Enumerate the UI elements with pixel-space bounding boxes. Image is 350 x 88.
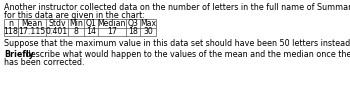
Text: 18: 18 [128,27,138,36]
Text: describe what would happen to the values of the mean and the median once the dat: describe what would happen to the values… [23,50,350,59]
Text: 118: 118 [4,27,19,36]
Text: Median: Median [98,19,126,28]
Text: 30: 30 [143,27,153,36]
Text: Max: Max [140,19,156,28]
Text: Min: Min [69,19,83,28]
Text: Stdv: Stdv [48,19,66,28]
Text: Q3: Q3 [127,19,139,28]
Text: n: n [8,19,14,28]
Text: Another instructor collected data on the number of letters in the full name of S: Another instructor collected data on the… [4,3,350,12]
Text: 14: 14 [86,27,96,36]
Text: has been corrected.: has been corrected. [4,58,84,67]
Text: Mean: Mean [21,19,43,28]
Text: Q1: Q1 [85,19,97,28]
Text: 0.401: 0.401 [46,27,68,36]
Text: 8: 8 [74,27,78,36]
Text: 17: 17 [107,27,117,36]
Text: Suppose that the maximum value in this data set should have been 50 letters inst: Suppose that the maximum value in this d… [4,39,350,48]
Text: 17.115: 17.115 [18,27,46,36]
Text: for this data are given in the chart:: for this data are given in the chart: [4,11,145,20]
Text: Briefly: Briefly [4,50,34,59]
Bar [4,19,156,36]
